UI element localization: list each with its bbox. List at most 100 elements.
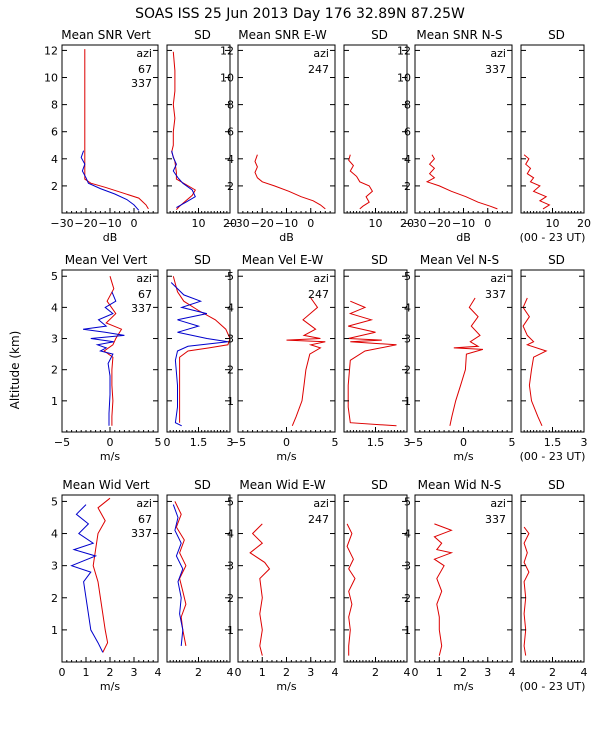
x-tick-label: 2 [283,666,290,679]
series-line-337 [172,504,184,646]
x-tick-label: 0 [283,436,290,449]
legend-entry-337: 337 [485,63,506,76]
y-tick-label: 3 [227,333,234,346]
panel-frame [343,44,408,214]
x-axis-label: dB [279,231,294,244]
y-tick-label: 4 [51,528,58,541]
y-tick-label: 3 [404,560,411,573]
y-tick-label: 5 [227,495,234,508]
panel-frame [520,44,585,214]
y-tick-label: 3 [227,560,234,573]
y-tick-label: 6 [227,126,234,139]
y-tick-label: 6 [51,126,58,139]
y-tick-label: 1 [51,395,58,408]
x-tick-label: 2 [549,666,556,679]
x-tick-label: 3 [581,436,588,449]
panel-title: Mean Vel E-W [242,253,324,267]
x-tick-label: 0 [235,666,242,679]
x-tick-label: 5 [155,436,162,449]
series-line-337 [83,291,125,426]
series-line-247 [254,154,326,210]
x-tick-label: 3 [484,666,491,679]
series-line-67 [172,276,230,423]
y-tick-label: 2 [51,180,58,193]
panel-title: SD [194,28,211,42]
x-tick-label: −20 [74,217,97,230]
y-tick-label: 4 [404,153,411,166]
legend-entry-337: 337 [131,302,152,315]
y-tick-label: 3 [51,333,58,346]
y-tick-label: 5 [404,495,411,508]
legend-header: azi [313,497,329,510]
panel-title: Mean Wid E-W [239,478,325,492]
panel-title: Mean Vel N-S [420,253,499,267]
panel-snr-3: Mean SNR E-W −30 −20 −10 0 2 4 6 8 10 12 dB azi 247 [220,28,336,244]
series-line-337 [522,297,548,427]
x-tick-label: −20 [251,217,274,230]
y-tick-label: 2 [51,592,58,605]
x-tick-label: 4 [332,666,339,679]
x-axis-label: (00 - 23 UT) [520,231,586,244]
legend-entry-67: 67 [138,513,152,526]
panel-title: SD [548,28,565,42]
x-tick-label: 4 [581,666,588,679]
x-tick-label: −5 [230,436,246,449]
x-axis-label: dB [103,231,118,244]
y-tick-label: 2 [404,364,411,377]
panel-width-6: SD 2 4(00 - 23 UT) [520,478,588,693]
series-line-247 [249,523,271,656]
y-tick-label: 2 [404,180,411,193]
x-tick-label: −10 [275,217,298,230]
x-tick-label: −30 [50,217,73,230]
legend-entry-337: 337 [131,527,152,540]
x-axis-label: m/s [276,680,296,693]
y-axis-label: Altitude (km) [8,331,22,410]
x-tick-label: 10 [369,217,383,230]
y-tick-label: 3 [51,560,58,573]
panel-frame [343,494,408,663]
y-tick-label: 1 [227,395,234,408]
x-tick-label: 10 [546,217,560,230]
legend-entry-247: 247 [308,63,329,76]
y-tick-label: 3 [404,333,411,346]
x-tick-label: −30 [403,217,426,230]
y-tick-label: 2 [227,364,234,377]
y-tick-label: 8 [51,99,58,112]
x-tick-label: 10 [192,217,206,230]
series-line-67 [84,49,149,210]
panel-velocity-2: SD 0 1.5 3 [164,253,234,449]
panel-title: Mean Vel Vert [65,253,148,267]
x-tick-label: −20 [428,217,451,230]
series-line-337 [171,150,196,209]
legend-header: azi [313,47,329,60]
y-tick-label: 10 [397,72,411,85]
y-tick-label: 1 [227,624,234,637]
x-axis-label: m/s [100,680,120,693]
x-tick-label: 0 [59,666,66,679]
series-line-337 [449,297,484,426]
x-tick-label: 5 [332,436,339,449]
panel-title: Mean SNR E-W [238,28,327,42]
x-tick-label: −10 [452,217,475,230]
legend-entry-337: 337 [485,513,506,526]
panel-frame [166,494,231,663]
x-tick-label: 4 [509,666,516,679]
panel-frame [166,44,231,214]
x-tick-label: 2 [107,666,114,679]
y-tick-label: 4 [51,153,58,166]
x-tick-label: 1.5 [190,436,208,449]
y-tick-label: 2 [227,592,234,605]
y-tick-label: 1 [404,395,411,408]
x-tick-label: 0 [107,436,114,449]
x-tick-label: 1 [83,666,90,679]
x-axis-label: m/s [276,450,296,463]
panel-width-4: SD 2 4 [343,478,411,679]
series-line-247 [286,297,326,426]
y-tick-label: 4 [227,301,234,314]
legend-header: azi [136,497,152,510]
y-tick-label: 5 [227,270,234,283]
x-tick-label: 20 [223,217,237,230]
x-tick-label: 0 [307,217,314,230]
